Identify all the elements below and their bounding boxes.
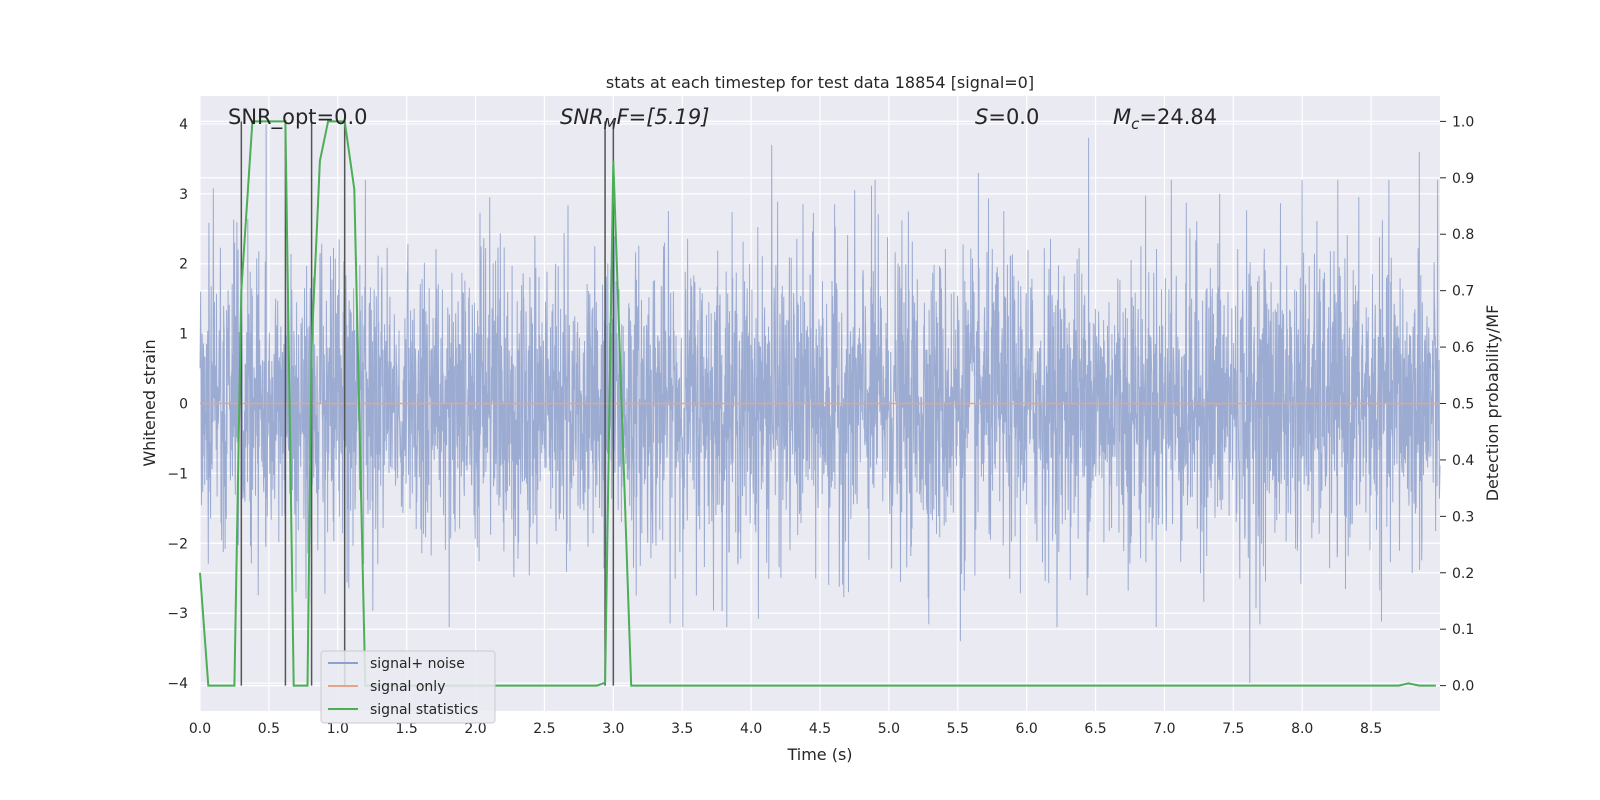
y-right-tick-5: 0.5 bbox=[1452, 397, 1474, 413]
annotation-s-rest: =0.0 bbox=[988, 105, 1039, 129]
series-noise-line bbox=[199, 123, 1441, 684]
event-lines bbox=[240, 121, 615, 686]
x-tick-4: 2.0 bbox=[464, 721, 486, 737]
y-left-axis-label: Whitened strain bbox=[140, 339, 159, 466]
x-tick-17: 8.5 bbox=[1360, 721, 1382, 737]
annotation-mc-rest: =24.84 bbox=[1139, 105, 1217, 129]
noise-series bbox=[199, 123, 1441, 684]
annotation-snr-mf: SNRMF=[5.19] bbox=[560, 105, 709, 133]
y-right-axis-label: Detection probability/MF bbox=[1483, 305, 1502, 502]
y-left-tick-4: 0 bbox=[179, 397, 188, 413]
legend-entry-signal-only: signal only bbox=[370, 679, 445, 695]
series-statistics-line bbox=[199, 120, 1436, 687]
y-right-tick-1: 0.1 bbox=[1452, 622, 1474, 638]
x-tick-7: 3.5 bbox=[671, 721, 693, 737]
annotation-mc: Mc=24.84 bbox=[1113, 105, 1217, 133]
x-tick-6: 3.0 bbox=[602, 721, 624, 737]
y-right-tick-9: 0.9 bbox=[1452, 171, 1474, 187]
y-left-axis-ticks: −4 −3 −2 −1 0 1 2 3 4 bbox=[167, 117, 188, 692]
x-tick-16: 8.0 bbox=[1291, 721, 1313, 737]
annotation-snr-mf-main: SNR bbox=[560, 105, 604, 129]
x-tick-2: 1.0 bbox=[327, 721, 349, 737]
x-tick-14: 7.0 bbox=[1153, 721, 1175, 737]
y-right-tick-0: 0.0 bbox=[1452, 679, 1474, 695]
y-right-tick-2: 0.2 bbox=[1452, 566, 1474, 582]
y-right-tick-6: 0.6 bbox=[1452, 340, 1474, 356]
y-left-tick-3: −1 bbox=[167, 466, 188, 482]
legend-frame bbox=[320, 650, 496, 724]
annotation-s: S=0.0 bbox=[975, 105, 1039, 129]
y-left-tick-1: −3 bbox=[167, 606, 188, 622]
legend-entry-statistics: signal statistics bbox=[370, 702, 478, 718]
legend: signal+ noise signal only signal statist… bbox=[320, 650, 496, 724]
annotation-mc-sub: c bbox=[1131, 115, 1140, 133]
annotation-mc-main: M bbox=[1113, 105, 1131, 129]
x-tick-8: 4.0 bbox=[740, 721, 762, 737]
annotation-snr-opt: SNR_opt=0.0 bbox=[228, 105, 368, 130]
x-tick-13: 6.5 bbox=[1084, 721, 1106, 737]
y-left-tick-2: −2 bbox=[167, 536, 188, 552]
y-right-axis-ticks: 0.0 0.1 0.2 0.3 0.4 0.5 0.6 0.7 0.8 0.9 1.0 bbox=[1440, 114, 1474, 695]
y-right-tick-3: 0.3 bbox=[1452, 509, 1474, 525]
x-tick-10: 5.0 bbox=[878, 721, 900, 737]
y-left-tick-6: 2 bbox=[179, 257, 188, 273]
y-left-tick-7: 3 bbox=[179, 187, 188, 203]
x-tick-9: 4.5 bbox=[809, 721, 831, 737]
annotation-snr-mf-rest: F=[5.19] bbox=[617, 105, 710, 129]
x-tick-5: 2.5 bbox=[533, 721, 555, 737]
x-tick-12: 6.0 bbox=[1016, 721, 1038, 737]
x-tick-1: 0.5 bbox=[258, 721, 280, 737]
legend-entry-noise: signal+ noise bbox=[370, 656, 465, 672]
y-right-tick-7: 0.7 bbox=[1452, 284, 1474, 300]
x-axis-ticks: 0.0 0.5 1.0 1.5 2.0 2.5 3.0 3.5 4.0 4.5 5.0 5.5 6.0 6… bbox=[189, 721, 1382, 737]
y-right-tick-10: 1.0 bbox=[1452, 114, 1474, 130]
x-tick-3: 1.5 bbox=[396, 721, 418, 737]
statistics-series bbox=[199, 120, 1436, 687]
y-left-tick-0: −4 bbox=[167, 676, 188, 692]
y-left-tick-5: 1 bbox=[179, 327, 188, 343]
x-tick-0: 0.0 bbox=[189, 721, 211, 737]
y-right-tick-8: 0.8 bbox=[1452, 227, 1474, 243]
chart-title: stats at each timestep for test data 188… bbox=[606, 73, 1034, 92]
y-left-tick-8: 4 bbox=[179, 117, 188, 133]
annotation-s-main: S bbox=[975, 105, 988, 129]
x-tick-11: 5.5 bbox=[947, 721, 969, 737]
y-right-tick-4: 0.4 bbox=[1452, 453, 1474, 469]
x-axis-label: Time (s) bbox=[786, 745, 852, 764]
annotation-snr-mf-sub: M bbox=[604, 115, 617, 133]
x-tick-15: 7.5 bbox=[1222, 721, 1244, 737]
